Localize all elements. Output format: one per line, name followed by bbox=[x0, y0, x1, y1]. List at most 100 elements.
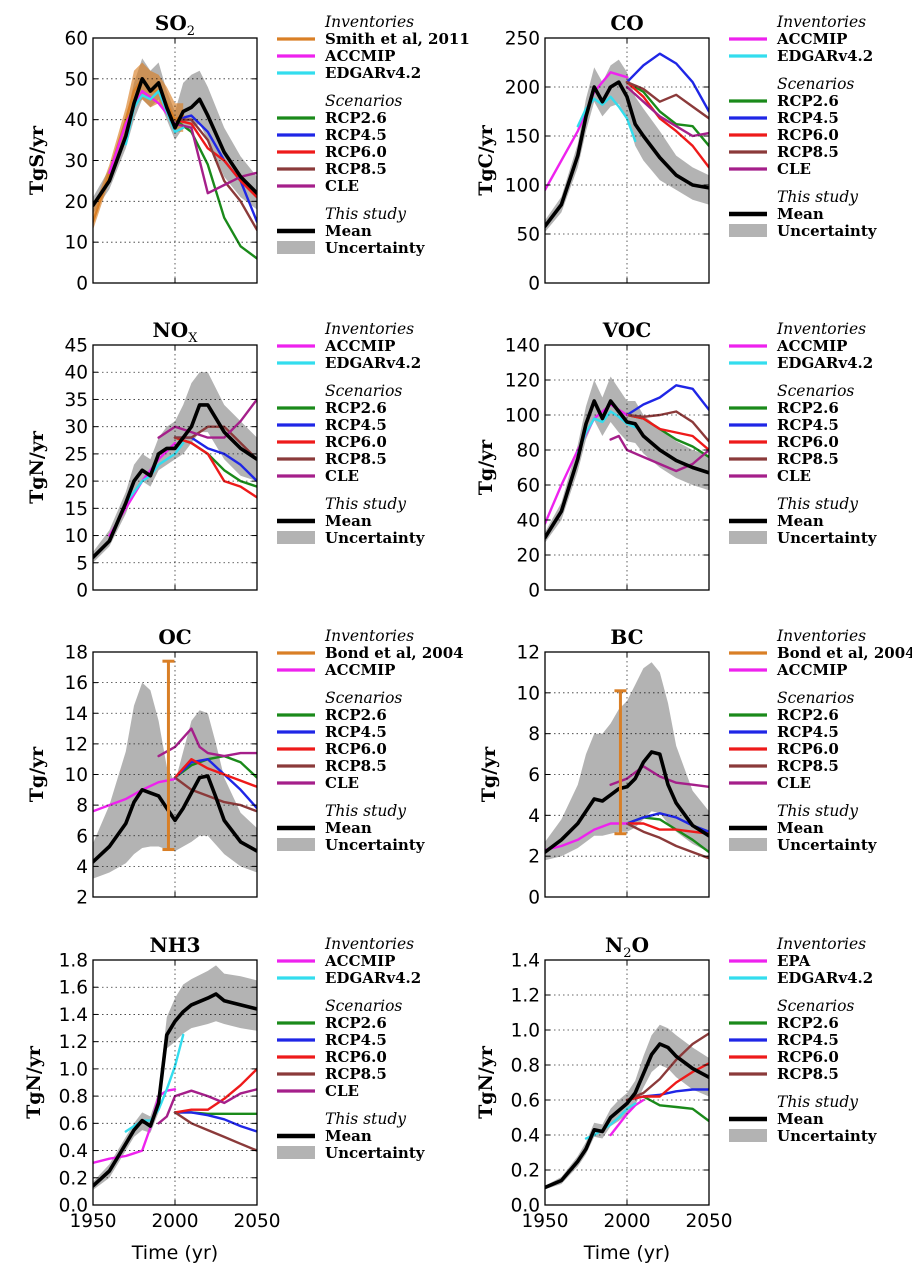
legend-heading-this-study: This study bbox=[777, 1093, 858, 1111]
uncertainty-band bbox=[545, 59, 709, 232]
legend-item-label: EDGARv4.2 bbox=[777, 969, 873, 987]
y-tick-label: 1.2 bbox=[511, 986, 540, 1007]
legend-item-uncertainty: Uncertainty bbox=[777, 836, 878, 854]
legend-heading-inventories: Inventories bbox=[776, 13, 866, 31]
y-tick-label: 6 bbox=[76, 826, 88, 847]
title-main: VOC bbox=[602, 318, 652, 342]
legend-item-label: RCP8.5 bbox=[777, 757, 839, 775]
y-tick-label: 10 bbox=[64, 233, 88, 254]
legend-item-uncertainty: Uncertainty bbox=[777, 222, 878, 240]
y-tick-label: 0.6 bbox=[511, 1091, 540, 1112]
legend-item-mean: Mean bbox=[777, 512, 824, 530]
panel-title: OC bbox=[158, 625, 191, 649]
title-main: NO bbox=[153, 318, 189, 342]
y-tick-label: 30 bbox=[64, 417, 88, 438]
y-tick-label: 0 bbox=[76, 581, 88, 602]
scenario-line-rcp60 bbox=[625, 413, 709, 452]
legend-item-label: RCP6.0 bbox=[325, 143, 387, 161]
y-tick-label: 10 bbox=[64, 765, 88, 786]
legend-item-uncertainty: Uncertainty bbox=[777, 1127, 878, 1145]
scenario-line-rcp45 bbox=[173, 114, 257, 224]
title-main: NH3 bbox=[149, 933, 200, 957]
y-tick-label: 1.6 bbox=[59, 978, 88, 999]
y-axis-label: TgS/yr bbox=[26, 125, 48, 195]
y-tick-label: 14 bbox=[64, 704, 88, 725]
legend-item-label: RCP4.5 bbox=[325, 723, 387, 741]
title-subscript: 2 bbox=[187, 24, 195, 39]
legend-item-label: RCP2.6 bbox=[325, 109, 387, 127]
legend-heading-this-study: This study bbox=[325, 802, 406, 820]
scenario-line-rcp85 bbox=[173, 1111, 257, 1152]
y-tick-label: 0 bbox=[528, 274, 540, 295]
legend-item-mean: Mean bbox=[325, 819, 372, 837]
y-tick-label: 1.8 bbox=[59, 951, 88, 972]
legend-item-label: CLE bbox=[777, 160, 811, 178]
legend-heading-this-study: This study bbox=[777, 802, 858, 820]
panel-noX: 0 5 10 15 20 25 30 35 40 45 NOX TgN/yr InventoriesAC… bbox=[26, 318, 426, 602]
x-axis-label: Time (yr) bbox=[583, 1242, 670, 1264]
panel-title: BC bbox=[610, 625, 643, 649]
grid bbox=[93, 652, 257, 897]
y-tick-label: 0 bbox=[76, 274, 88, 295]
scenario-line-rcp26 bbox=[173, 754, 257, 779]
scenario-line-rcp85 bbox=[625, 822, 709, 860]
legend-heading-scenarios: Scenarios bbox=[325, 997, 402, 1015]
legend-heading-inventories: Inventories bbox=[324, 935, 414, 953]
inventory-line-accmip bbox=[108, 89, 177, 175]
legend-item-uncertainty: Uncertainty bbox=[325, 529, 426, 547]
legend-item-mean: Mean bbox=[325, 512, 372, 530]
legend-item-label: CLE bbox=[325, 774, 359, 792]
legend-item-label: RCP6.0 bbox=[777, 126, 839, 144]
scenario-line-rcp60 bbox=[173, 1067, 257, 1114]
scenario-line-rcp60 bbox=[625, 822, 709, 835]
legend-item-label: RCP6.0 bbox=[325, 1048, 387, 1066]
legend-heading-scenarios: Scenarios bbox=[777, 75, 854, 93]
plot-area bbox=[545, 376, 709, 543]
title-subscript: X bbox=[188, 331, 198, 346]
y-axis-label: TgN/yr bbox=[23, 1045, 45, 1119]
legend-heading-inventories: Inventories bbox=[776, 320, 866, 338]
grid bbox=[545, 345, 709, 590]
legend-item-label: Bond et al, 2004 bbox=[777, 644, 912, 662]
legend-item-label: RCP4.5 bbox=[777, 723, 839, 741]
y-tick-label: 25 bbox=[64, 444, 88, 465]
y-tick-label: 12 bbox=[516, 643, 540, 664]
y-tick-label: 2 bbox=[76, 888, 88, 909]
y-tick-label: 20 bbox=[64, 192, 88, 213]
y-tick-label: 1.4 bbox=[59, 1005, 88, 1026]
title-subscript: 2 bbox=[623, 946, 631, 961]
y-tick-label: 10 bbox=[64, 526, 88, 547]
legend-item-label: RCP4.5 bbox=[325, 416, 387, 434]
legend-item-label: ACCMIP bbox=[776, 30, 847, 48]
legend-item-label: RCP8.5 bbox=[777, 450, 839, 468]
panel-nh3: 0.0 0.2 0.4 0.6 0.8 1.0 1.2 1.4 1.6 1.8 1950 2000 20… bbox=[23, 933, 426, 1264]
y-tick-label: 120 bbox=[505, 371, 540, 392]
inventory-line-accmip bbox=[93, 1088, 177, 1165]
y-axis-label: Tg/yr bbox=[475, 439, 497, 495]
y-tick-label: 2 bbox=[528, 847, 540, 868]
legend-item-label: RCP2.6 bbox=[777, 399, 839, 417]
uncertainty-band bbox=[545, 376, 709, 543]
y-tick-label: 12 bbox=[64, 734, 88, 755]
scenario-line-rcp60 bbox=[173, 118, 257, 199]
title-main: SO bbox=[155, 11, 187, 35]
legend-item-label: RCP2.6 bbox=[777, 92, 839, 110]
legend-item-mean: Mean bbox=[325, 1127, 372, 1145]
mean-line bbox=[545, 80, 709, 228]
y-tick-label: 20 bbox=[64, 472, 88, 493]
y-tick-label: 40 bbox=[64, 110, 88, 131]
legend-heading-inventories: Inventories bbox=[324, 627, 414, 645]
scenario-line-rcp60 bbox=[173, 758, 257, 788]
legend-swatch-uncertainty bbox=[277, 1146, 315, 1159]
legend-heading-scenarios: Scenarios bbox=[777, 689, 854, 707]
y-tick-label: 8 bbox=[528, 724, 540, 745]
plot-area bbox=[545, 52, 709, 232]
panel-voc: 0 20 40 60 80 100 120 140 VOC Tg/yr InventoriesACC… bbox=[475, 318, 878, 602]
title-main: N bbox=[605, 933, 623, 957]
